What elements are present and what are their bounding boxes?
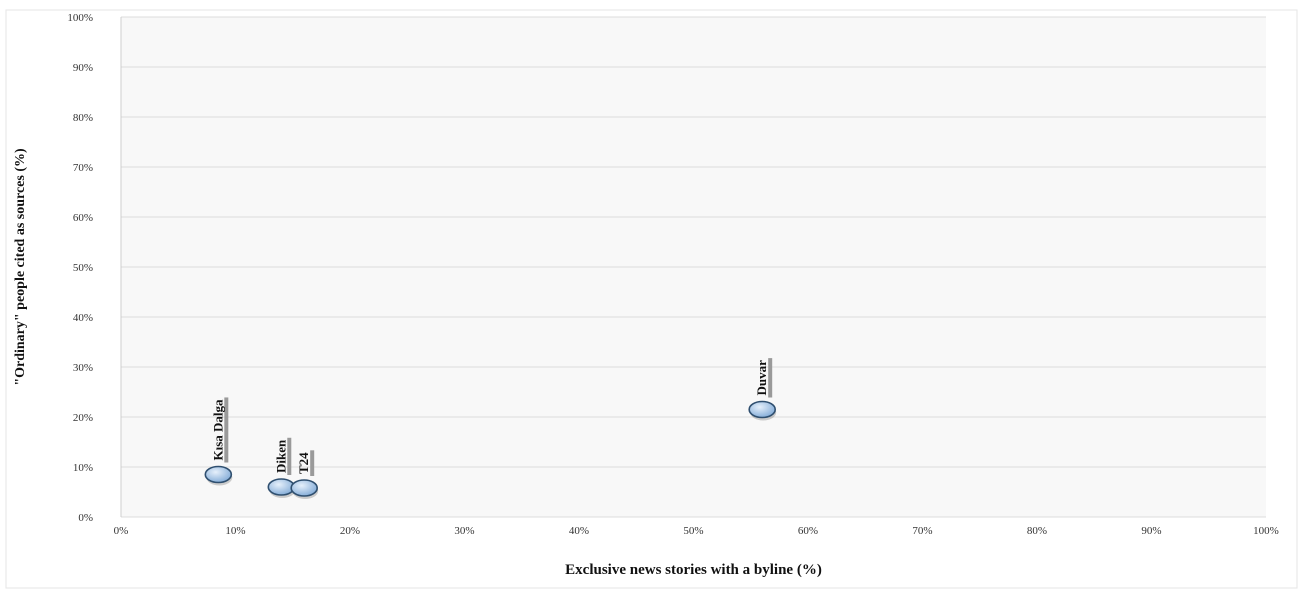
data-point <box>267 478 296 496</box>
x-tick-label: 0% <box>114 525 129 537</box>
label-tab <box>768 358 773 398</box>
point-labels: Kısa Dalga Diken T24 Duvar <box>210 358 773 476</box>
x-tick-label: 90% <box>1141 525 1161 537</box>
x-tick-label: 10% <box>225 525 245 537</box>
x-tick-label: 70% <box>912 525 932 537</box>
y-axis-title: "Ordinary" people cited as sources (%) <box>13 148 28 386</box>
data-point <box>748 400 777 419</box>
data-point <box>204 465 233 484</box>
y-tick-label: 30% <box>73 362 93 374</box>
y-tick-label: 90% <box>73 62 93 74</box>
x-axis-tick-labels: 0% 10% 20% 30% 40% 50% 60% 70% 80% 90% 100% <box>114 525 1279 537</box>
y-tick-label: 40% <box>73 312 93 324</box>
y-tick-label: 100% <box>67 12 93 24</box>
y-tick-label: 0% <box>78 512 93 524</box>
y-tick-label: 20% <box>73 412 93 424</box>
point-label: T24 <box>296 452 311 474</box>
point-label: Diken <box>273 439 288 473</box>
gridlines <box>120 16 1266 518</box>
data-point <box>290 479 319 497</box>
x-axis-title: Exclusive news stories with a byline (%) <box>565 562 822 578</box>
x-tick-label: 30% <box>454 525 474 537</box>
y-tick-label: 80% <box>73 112 93 124</box>
x-tick-label: 60% <box>798 525 818 537</box>
x-tick-label: 40% <box>569 525 589 537</box>
point-label-group: Diken <box>273 437 292 475</box>
y-tick-label: 60% <box>73 212 93 224</box>
point-label-group: T24 <box>296 450 315 476</box>
y-tick-label: 50% <box>73 262 93 274</box>
x-tick-label: 100% <box>1253 525 1279 537</box>
x-tick-label: 20% <box>340 525 360 537</box>
label-tab <box>224 397 229 463</box>
point-label-group: Duvar <box>754 358 773 398</box>
point-label: Duvar <box>754 360 769 396</box>
point-label: Kısa Dalga <box>210 399 225 461</box>
label-tab <box>310 450 315 476</box>
point-label-group: Kısa Dalga <box>210 397 229 463</box>
x-tick-label: 80% <box>1027 525 1047 537</box>
data-points <box>204 400 777 499</box>
y-tick-label: 10% <box>73 462 93 474</box>
y-axis-tick-labels: 0% 10% 20% 30% 40% 50% 60% 70% 80% 90% 100% <box>67 12 93 524</box>
y-tick-label: 70% <box>73 162 93 174</box>
x-tick-label: 50% <box>683 525 703 537</box>
label-tab <box>287 437 292 475</box>
